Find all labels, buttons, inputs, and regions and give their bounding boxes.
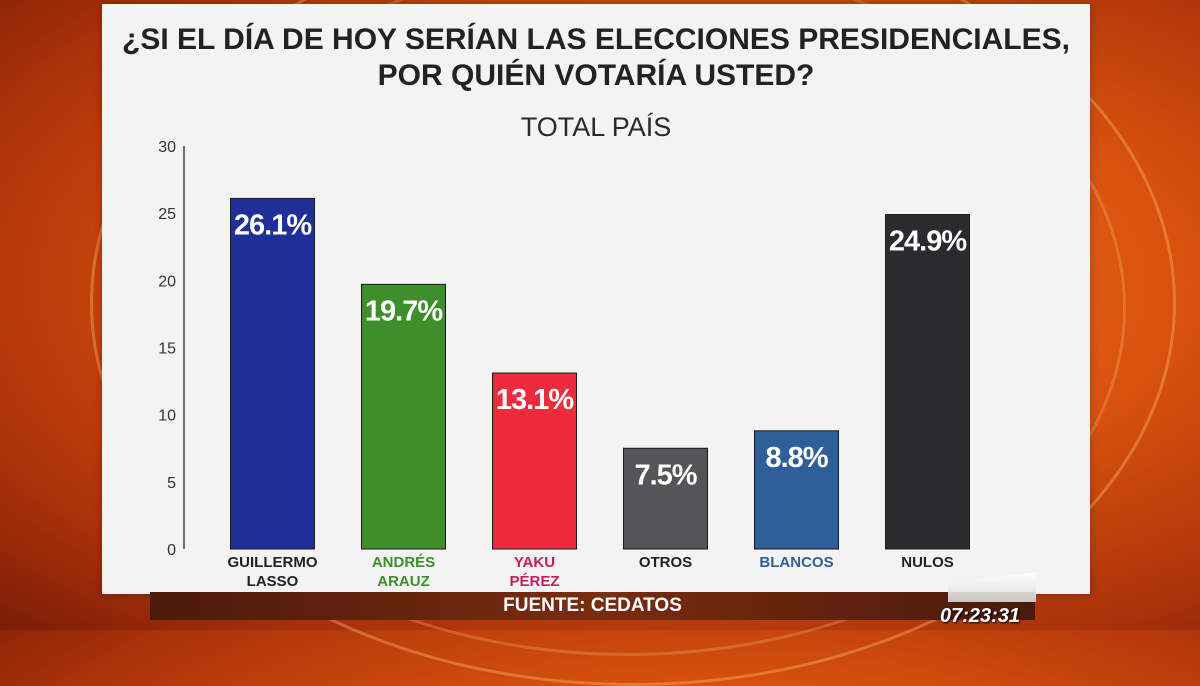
category-label: GUILLERMO (228, 554, 318, 571)
y-tick-label: 30 (158, 139, 176, 156)
bar (230, 197, 315, 550)
category-label: LASSO (247, 573, 299, 590)
bar (623, 447, 708, 550)
category-label: YAKU (514, 554, 555, 571)
category-label: ANDRÉS (372, 554, 435, 571)
bar-value-label: 13.1% (496, 384, 574, 416)
y-tick-label: 0 (167, 542, 176, 559)
bar-value-label: 19.7% (365, 295, 443, 327)
category-label: BLANCOS (759, 554, 833, 571)
bar-chart: 0 5 10 15 20 25 30 26.1% GUILLERMO LASSO 19.7% ANDR… (158, 139, 970, 590)
bar (885, 214, 970, 550)
y-tick-label: 25 (158, 206, 176, 223)
y-tick-label: 20 (158, 273, 176, 290)
chart-title: ¿SI EL DÍA DE HOY SERÍAN LAS ELECCIONES … (122, 23, 1070, 92)
bar-value-label: 8.8% (765, 442, 828, 474)
y-tick-label: 15 (158, 341, 176, 358)
chart-panel: ¿SI EL DÍA DE HOY SERÍAN LAS ELECCIONES … (102, 4, 1090, 594)
bar-value-label: 7.5% (634, 459, 697, 491)
category-label: OTROS (639, 554, 692, 571)
broadcast-clock: 07:23:31 (940, 605, 1021, 627)
bar-value-label: 26.1% (234, 209, 312, 241)
bar-value-label: 24.9% (889, 226, 967, 258)
bar (492, 372, 577, 550)
y-tick-label: 5 (167, 475, 176, 492)
bar (754, 430, 839, 550)
category-label: PÉREZ (509, 573, 559, 590)
category-label: NULOS (901, 554, 954, 571)
source-footer: FUENTE: CEDATOS (150, 592, 1035, 620)
category-label: ARAUZ (377, 573, 430, 590)
bar (361, 283, 446, 550)
chart-subtitle: TOTAL PAÍS (520, 112, 672, 142)
y-tick-label: 10 (158, 408, 176, 425)
